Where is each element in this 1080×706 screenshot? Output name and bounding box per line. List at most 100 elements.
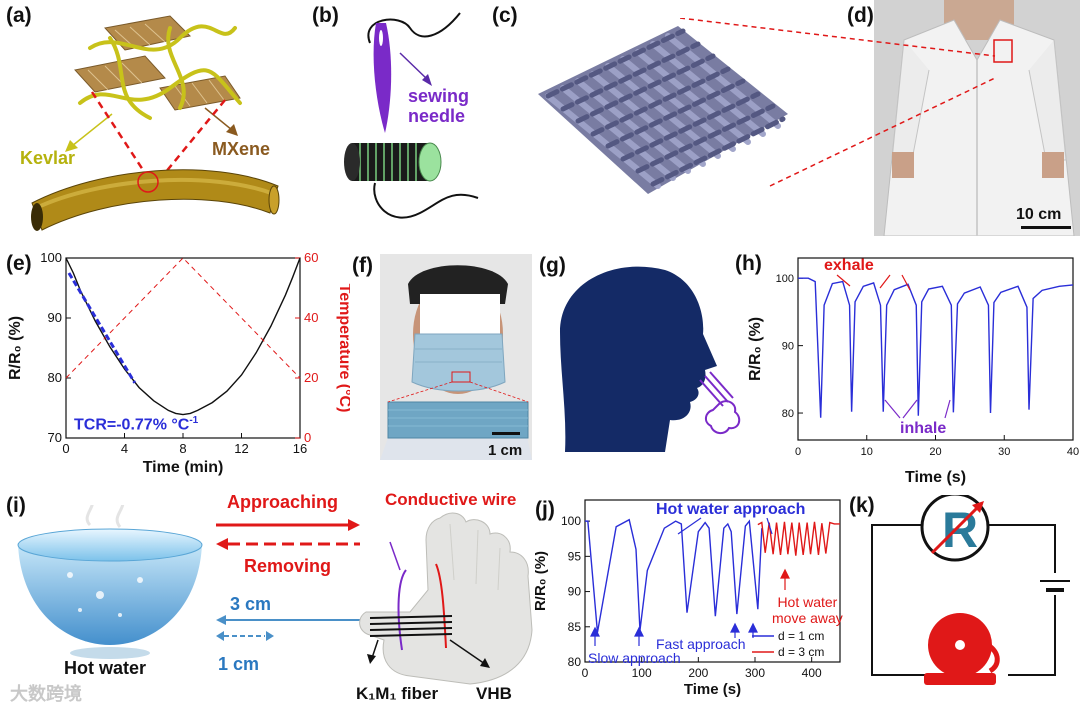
kevlar-pointer [71,113,113,147]
y-tick-label: 90 [568,585,582,599]
panel-label-i: (i) [6,494,26,517]
chart-e: 0 4 8 12 16 70 80 90 100 0 20 40 60 Temperature (°C) T… [7,250,350,476]
y-right-tick-label: 0 [304,430,311,445]
x-tick-label: 100 [632,666,652,680]
conductive-wire-red [435,563,447,649]
series-line-0 [65,257,301,416]
panel-label-d: (d) [847,4,874,27]
panel-label-h: (h) [735,252,762,275]
zoom-circle [137,171,159,193]
inhale-label: inhale [900,420,947,437]
exhale-label: exhale [824,257,874,274]
x-tick-label: 30 [998,446,1010,458]
series-line-d-1-cm [585,518,763,633]
panel-label-g: (g) [539,254,566,277]
y-tick-label: 95 [568,549,582,563]
y-tick-label: 100 [776,273,794,285]
panel-b-illustration [344,12,479,219]
panel-c-woven-fabric [538,26,788,194]
breath-icon [699,371,741,434]
scale-bar-d-label: 10 cm [1016,206,1062,223]
resistor-symbol-icon: R [920,495,990,562]
distance-1cm-label: 1 cm [218,654,260,674]
series-line-2 [67,272,137,384]
panel-g-head [560,266,741,452]
panel-label-c: (c) [492,4,518,27]
chart-j-frame [584,499,841,663]
sample-box [993,39,1013,63]
x-tick-label: 10 [861,446,873,458]
tcr-label: TCR=-0.77% °C-1 [74,415,199,434]
mxene-label: MXene [212,139,271,159]
series-line-0 [798,277,1074,418]
y-axis-label: R/R₀ (%) [747,317,764,381]
slow-approach-label: Slow approach [588,650,681,666]
mxene-pointer [204,107,233,131]
chart-e-frame [65,257,301,439]
y-axis-label: R/R₀ (%) [7,316,24,380]
x-tick-label: 12 [234,441,248,456]
scale-bar-f-label: 1 cm [488,442,523,459]
kevlar-label: Kevlar [20,148,76,168]
y-tick-label: 90 [48,310,62,325]
hot-approach-label: Hot water approach [656,501,806,518]
y-right-axis-label: Temperature (°C) [336,284,350,413]
y-tick-label: 100 [561,514,581,528]
panel-label-f: (f) [352,254,373,277]
distance-3cm-label: 3 cm [230,594,272,614]
x-tick-label: 40 [1067,446,1079,458]
needle-label: sewing needle [408,86,470,126]
x-tick-label: 20 [929,446,941,458]
approaching-label: Approaching [227,492,338,512]
legend-entry: d = 1 cm [778,629,824,643]
x-tick-label: 0 [582,666,589,680]
x-axis-label: Time (min) [143,459,224,476]
fiber-tube [31,169,280,231]
x-tick-label: 16 [293,441,307,456]
watermark-text: 大数跨境 [10,684,82,704]
mask-photo [380,254,532,460]
y-right-tick-label: 20 [304,370,318,385]
legend-entry: d = 3 cm [778,645,824,659]
head-silhouette-icon [560,266,717,452]
y-tick-label: 70 [48,430,62,445]
fiber-spool-icon [344,142,442,182]
y-right-tick-label: 40 [304,310,318,325]
y-tick-label: 90 [782,341,794,353]
move-away-label: Hot water move away [772,594,843,626]
y-tick-label: 80 [568,655,582,669]
mask-drawing [380,254,532,460]
panel-label-k: (k) [849,494,875,517]
x-tick-label: 8 [179,441,186,456]
weave-yarns-b [545,28,786,187]
y-tick-label: 80 [48,370,62,385]
panel-label-e: (e) [6,252,32,275]
removing-label: Removing [244,556,332,576]
vhb-label: VHB [476,684,512,703]
panel-label-a: (a) [6,4,32,27]
chart-j: 0 100 200 300 400 80 85 90 95 100 Time (s) R/R₀ (%)… [535,499,841,698]
y-tick-label: 80 [782,408,794,420]
kevlar-fibers [78,24,242,120]
lab-coat-drawing [874,0,1080,237]
y-right-tick-label: 60 [304,250,318,265]
series-line-1 [65,257,301,379]
conductive-wire-label: Conductive wire [385,490,517,509]
k1m1-fiber-lines [369,615,453,637]
j-annotations [590,517,790,646]
chart-h: 0 10 20 30 40 80 90 100 Time (s) R/R₀ (%) [747,257,1079,486]
alarm-bell-icon [924,613,1000,685]
hot-water-label: Hot water [64,658,147,678]
lab-coat-photo [874,0,1080,237]
hot-water-bowl [17,505,203,659]
approach-arrows [216,519,370,641]
x-tick-label: 0 [795,446,801,458]
panel-a-illustration [31,15,280,231]
panel-d-zoom-lines [680,18,996,187]
scale-bar-d [1021,226,1071,229]
scale-bar-f [492,432,520,435]
panel-k-circuit: R [871,495,1070,685]
h-annotations [836,274,951,419]
x-tick-label: 200 [688,666,708,680]
x-axis-label: Time (s) [684,681,741,698]
